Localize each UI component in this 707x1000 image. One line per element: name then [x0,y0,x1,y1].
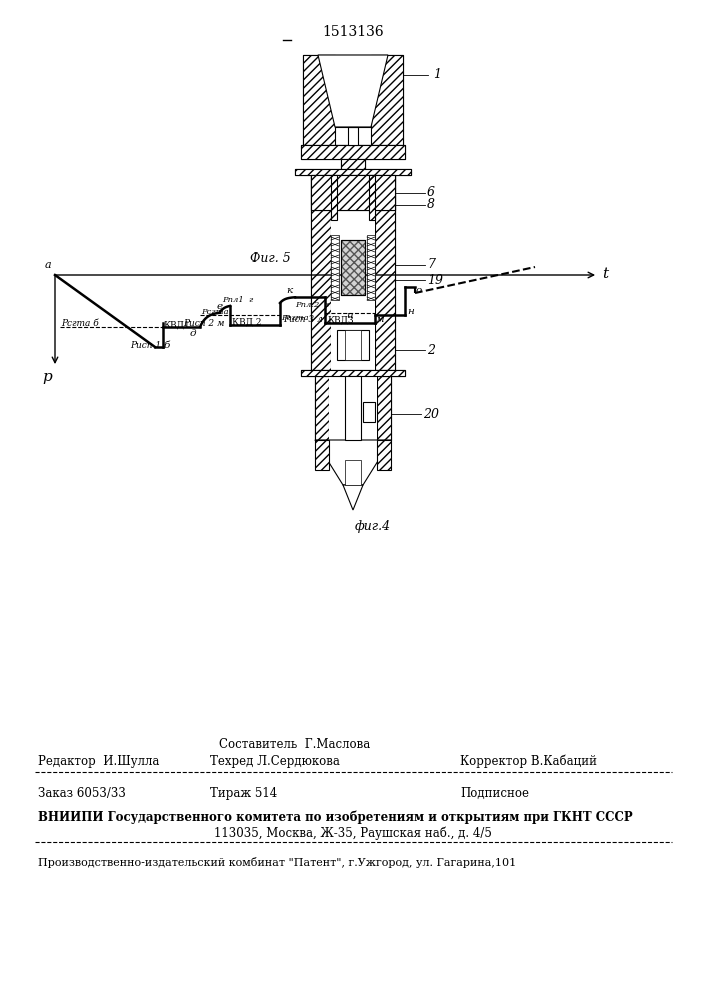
Polygon shape [318,55,388,127]
Text: е: е [217,302,223,311]
Bar [311,175,395,210]
Bar [341,240,365,295]
Text: о: о [416,286,422,295]
Bar [331,235,339,300]
Text: КВД 2: КВД 2 [232,318,262,327]
Bar [361,376,377,440]
Bar [301,145,405,159]
Bar [369,175,375,220]
Bar [311,175,395,210]
Text: ВНИИПИ Государственного комитета по изобретениям и открытиям при ГКНТ СССР: ВНИИПИ Государственного комитета по изоб… [38,810,633,824]
Text: н: н [407,307,414,316]
Text: к: к [287,286,293,295]
Bar [295,169,411,175]
Text: Рcгта: Рcгта [201,308,228,316]
Bar [369,175,375,220]
Bar [341,159,365,169]
Text: 8: 8 [427,198,435,212]
Bar [345,376,361,440]
Text: Подписное: Подписное [460,787,529,800]
Bar [345,330,361,360]
Text: Корректор В.Кабаций: Корректор В.Кабаций [460,755,597,768]
Bar [303,55,335,145]
Text: 1: 1 [433,68,441,82]
Bar [311,175,395,210]
Bar [331,175,337,220]
Text: Техред Л.Сердюкова: Техред Л.Сердюкова [210,755,340,768]
Text: 1513136: 1513136 [322,25,384,39]
Bar [331,175,337,220]
Text: Рисп 1: Рисп 1 [130,341,161,350]
Text: Фиг. 5: Фиг. 5 [250,252,291,265]
Text: Рисп 3 л: Рисп 3 л [284,315,323,324]
Text: Рпл1  г: Рпл1 г [222,296,253,304]
Bar [301,145,405,159]
Bar [348,127,358,145]
Text: КВД1: КВД1 [163,321,189,330]
Bar [301,370,405,376]
Bar [377,376,391,440]
Bar [377,440,391,470]
Text: t: t [602,267,608,281]
Text: м: м [376,315,385,324]
Bar [375,175,395,370]
Bar [341,159,365,169]
Text: 113035, Москва, Ж-35, Раушская наб., д. 4/5: 113035, Москва, Ж-35, Раушская наб., д. … [214,826,492,840]
Bar [377,440,391,470]
Bar [295,169,411,175]
Text: б: б [164,341,170,350]
Bar [315,440,329,470]
Bar [377,376,391,440]
Bar [295,169,411,175]
Bar [315,376,391,440]
Bar [311,175,331,370]
Bar [315,440,329,470]
Text: 2: 2 [427,344,435,357]
Text: р: р [42,370,52,384]
Text: 19: 19 [427,273,443,286]
Bar [315,376,329,440]
Text: 7: 7 [427,258,435,271]
Bar [311,175,331,370]
Bar [315,376,329,440]
Text: КВД3: КВД3 [327,316,354,325]
Bar [301,370,405,376]
Bar [303,55,403,145]
Bar [371,55,403,145]
Text: 20: 20 [423,408,439,420]
Bar [341,159,365,169]
Bar [331,175,375,370]
Text: 6: 6 [427,186,435,200]
Text: Заказ 6053/33: Заказ 6053/33 [38,787,126,800]
Polygon shape [315,440,391,485]
Text: Редактор  И.Шулла: Редактор И.Шулла [38,755,159,768]
Text: фиг.4: фиг.4 [355,520,391,533]
Polygon shape [343,485,363,510]
Text: Рисп 2 м: Рисп 2 м [184,319,225,328]
Bar [329,376,345,440]
Text: Рпл.2  з: Рпл.2 з [295,301,329,309]
Bar [341,240,365,295]
Text: Составитель  Г.Маслова: Составитель Г.Маслова [219,738,370,751]
Bar [341,240,365,295]
Bar [301,145,405,159]
Text: Тираж 514: Тираж 514 [210,787,277,800]
Text: Рcгта б: Рcгта б [61,319,99,328]
Bar [371,55,403,145]
Bar [337,330,369,360]
Bar [303,55,335,145]
Bar [311,175,395,370]
Bar [375,175,395,370]
Text: Производственно-издательский комбинат "Патент", г.Ужгород, ул. Гагарина,101: Производственно-издательский комбинат "П… [38,857,516,868]
Text: д: д [189,329,196,338]
Text: Рcгта: Рcгта [281,314,309,322]
Text: и: и [346,311,354,320]
Bar [367,235,375,300]
Bar [363,402,375,422]
Bar [301,370,405,376]
Text: а: а [45,260,51,270]
Bar [345,460,361,485]
